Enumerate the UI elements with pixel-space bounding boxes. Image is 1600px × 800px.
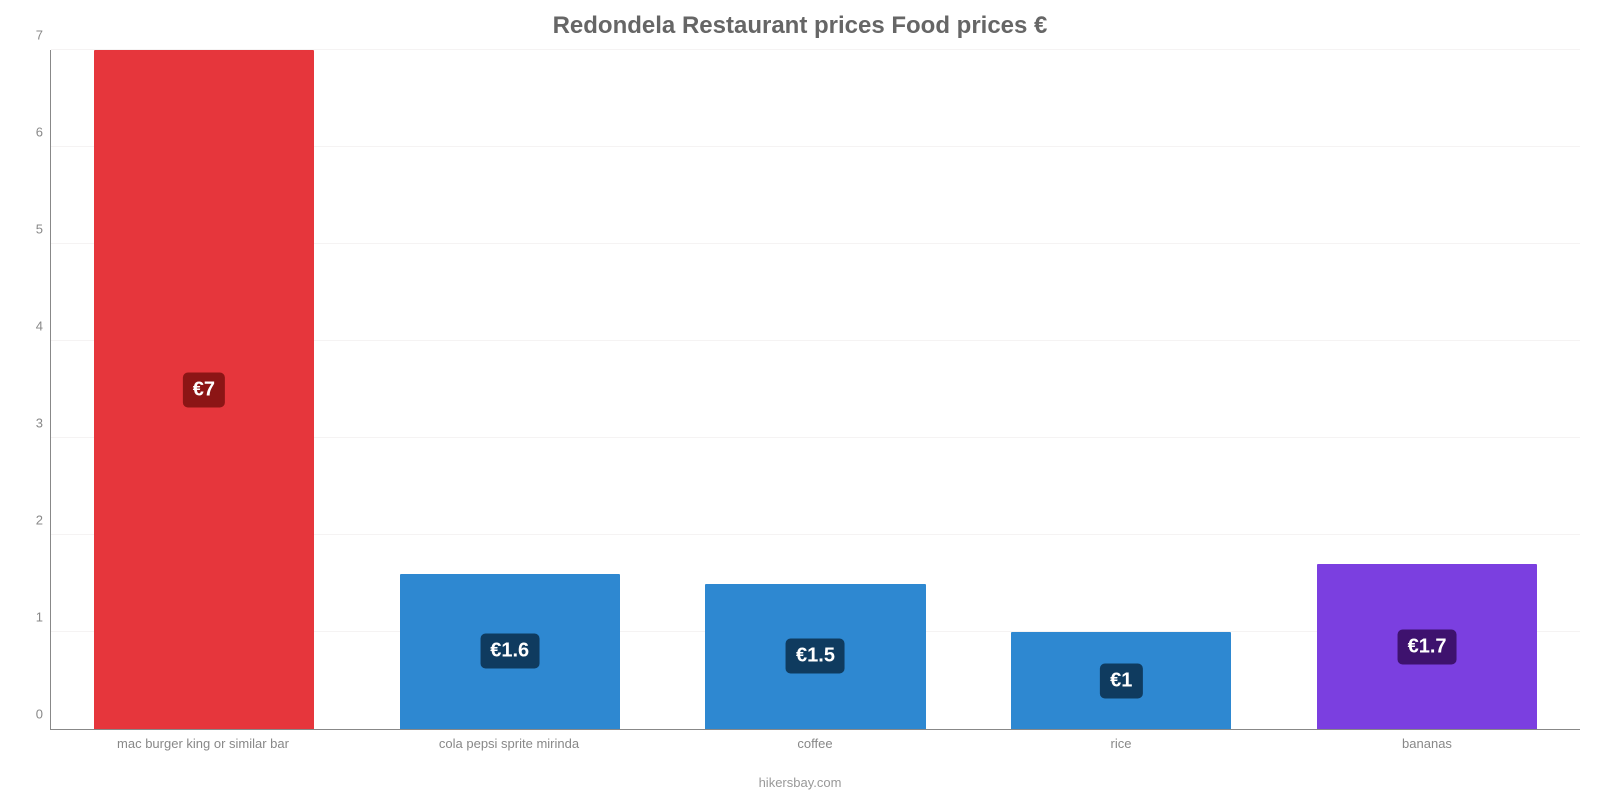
y-tick-label: 7 [36, 28, 51, 43]
bar-value-label: €1 [1100, 663, 1142, 698]
plot-area: €7€1.6€1.5€1€1.7 01234567 [50, 50, 1580, 730]
x-tick-label: cola pepsi sprite mirinda [439, 736, 579, 751]
chart-title: Redondela Restaurant prices Food prices … [0, 0, 1600, 48]
bar-value-label: €1.5 [786, 639, 845, 674]
bar-value-label: €1.6 [480, 634, 539, 669]
x-tick-label: mac burger king or similar bar [117, 736, 289, 751]
y-tick-label: 4 [36, 319, 51, 334]
y-tick-label: 3 [36, 416, 51, 431]
y-tick-label: 5 [36, 222, 51, 237]
y-tick-label: 6 [36, 125, 51, 140]
y-tick-label: 1 [36, 610, 51, 625]
bars-layer: €7 €1.6 €1.5 €1 €1.7 [51, 50, 1580, 729]
bar-value-label: €1.7 [1398, 629, 1457, 664]
bar: €1 [1011, 632, 1231, 729]
chart-footer: hikersbay.com [0, 775, 1600, 790]
price-chart: Redondela Restaurant prices Food prices … [0, 0, 1600, 800]
y-tick-label: 0 [36, 707, 51, 722]
bar: €1.6 [400, 574, 620, 729]
x-axis-labels: mac burger king or similar bar cola pepsi… [50, 736, 1580, 760]
bar: €1.5 [705, 584, 925, 730]
y-tick-label: 2 [36, 513, 51, 528]
bar-value-label: €7 [183, 372, 225, 407]
x-tick-label: bananas [1402, 736, 1452, 751]
bar: €7 [94, 50, 314, 729]
x-tick-label: rice [1111, 736, 1132, 751]
bar: €1.7 [1317, 564, 1537, 729]
x-tick-label: coffee [797, 736, 832, 751]
